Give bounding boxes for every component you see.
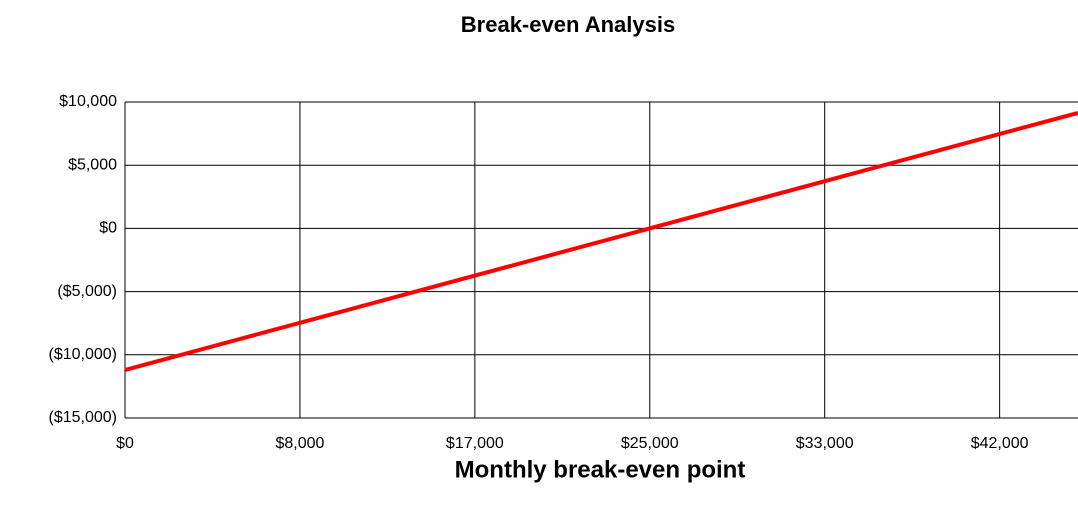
x-tick-label: $8,000 <box>275 435 324 452</box>
x-tick-label: $33,000 <box>796 435 854 452</box>
y-tick-label: $0 <box>99 220 117 237</box>
y-tick-label: $10,000 <box>59 93 117 110</box>
x-axis-label: Monthly break-even point <box>455 456 746 483</box>
x-tick-label: $25,000 <box>621 435 679 452</box>
x-tick-label: $17,000 <box>446 435 504 452</box>
x-tick-label: $42,000 <box>971 435 1029 452</box>
chart-title: Break-even Analysis <box>461 12 675 37</box>
y-tick-label: ($5,000) <box>57 283 117 300</box>
x-tick-label: $0 <box>116 435 134 452</box>
series-line <box>124 110 1078 372</box>
y-tick-label: $5,000 <box>68 156 117 173</box>
y-tick-label: ($15,000) <box>49 409 118 426</box>
y-tick-label: ($10,000) <box>49 346 118 363</box>
